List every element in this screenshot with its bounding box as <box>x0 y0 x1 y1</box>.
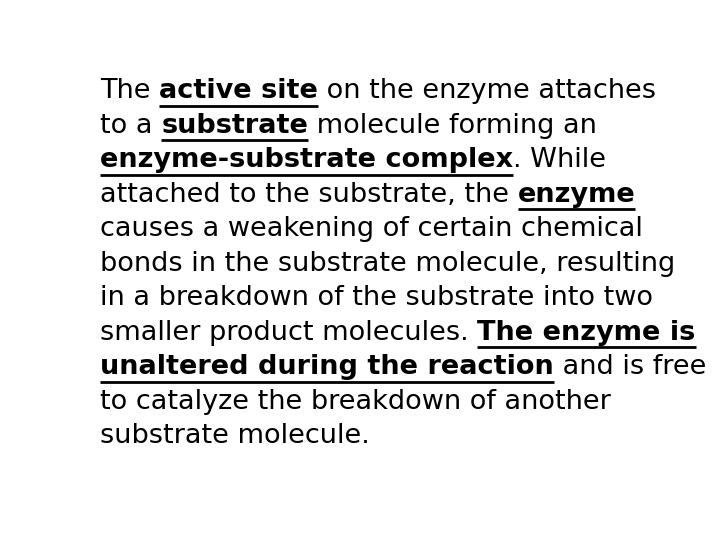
Text: enzyme-substrate complex: enzyme-substrate complex <box>100 147 513 173</box>
Text: in a breakdown of the substrate into two: in a breakdown of the substrate into two <box>100 285 653 311</box>
Text: to catalyze the breakdown of another: to catalyze the breakdown of another <box>100 389 611 415</box>
Text: The: The <box>100 78 159 104</box>
Text: . While: . While <box>513 147 606 173</box>
Text: molecule forming an: molecule forming an <box>308 112 597 139</box>
Text: The enzyme is: The enzyme is <box>477 320 696 346</box>
Text: smaller product molecules.: smaller product molecules. <box>100 320 477 346</box>
Text: substrate: substrate <box>161 112 308 139</box>
Text: active site: active site <box>159 78 318 104</box>
Text: causes a weakening of certain chemical: causes a weakening of certain chemical <box>100 216 643 242</box>
Text: bonds in the substrate molecule, resulting: bonds in the substrate molecule, resulti… <box>100 251 675 276</box>
Text: unaltered during the reaction: unaltered during the reaction <box>100 354 554 380</box>
Text: on the enzyme attaches: on the enzyme attaches <box>318 78 656 104</box>
Text: to a: to a <box>100 112 161 139</box>
Text: enzyme: enzyme <box>518 181 636 207</box>
Text: and is free: and is free <box>554 354 706 380</box>
Text: substrate molecule.: substrate molecule. <box>100 423 370 449</box>
Text: attached to the substrate, the: attached to the substrate, the <box>100 181 518 207</box>
